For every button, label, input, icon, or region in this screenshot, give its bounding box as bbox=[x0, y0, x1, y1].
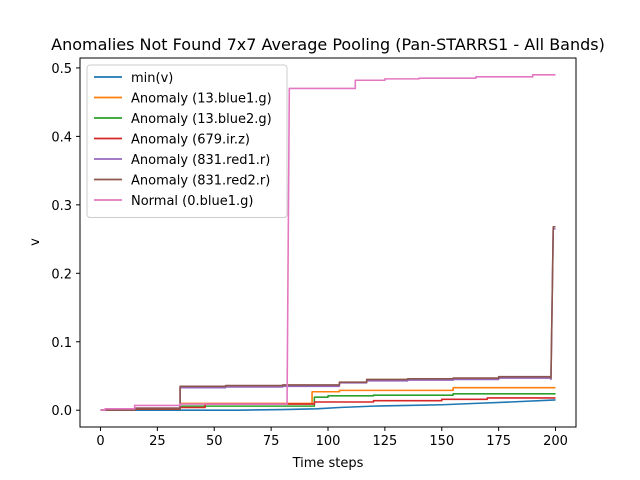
y-tick-label: 0.5 bbox=[51, 62, 72, 77]
legend-label: Anomaly (13.blue1.g) bbox=[131, 92, 272, 107]
x-tick-label: 150 bbox=[429, 434, 454, 449]
x-tick-label: 25 bbox=[149, 434, 166, 449]
x-tick-label: 200 bbox=[543, 434, 568, 449]
series-line-5 bbox=[100, 225, 556, 412]
legend-box bbox=[86, 64, 288, 218]
x-tick-label: 75 bbox=[263, 434, 280, 449]
y-tick-label: 0.1 bbox=[51, 336, 72, 351]
legend-label: Anomaly (831.red1.r) bbox=[131, 153, 270, 168]
y-tick-label: 0.0 bbox=[51, 404, 72, 419]
chart-title: Anomalies Not Found 7x7 Average Pooling … bbox=[51, 35, 605, 54]
x-tick-label: 125 bbox=[372, 434, 397, 449]
legend-label: Normal (0.blue1.g) bbox=[131, 194, 253, 209]
x-tick-label: 175 bbox=[486, 434, 511, 449]
legend-label: Anomaly (679.ir.z) bbox=[131, 133, 250, 148]
x-axis: 0 25 50 75 100 125 150 175 200 bbox=[96, 427, 568, 449]
y-tick-label: 0.3 bbox=[51, 199, 72, 214]
y-axis: 0.0 0.1 0.2 0.3 0.4 0.5 bbox=[51, 62, 80, 419]
legend-label: min(v) bbox=[131, 71, 173, 86]
legend-label: Anomaly (13.blue2.g) bbox=[131, 112, 272, 127]
y-tick-label: 0.4 bbox=[51, 130, 72, 145]
legend-label: Anomaly (831.red2.r) bbox=[131, 174, 270, 189]
x-axis-label: Time steps bbox=[292, 456, 364, 471]
x-tick-label: 0 bbox=[96, 434, 104, 449]
series-layer bbox=[100, 73, 556, 412]
legend: min(v) Anomaly (13.blue1.g) Anomaly (13.bl… bbox=[86, 64, 288, 218]
x-tick-label: 100 bbox=[316, 434, 341, 449]
x-tick-label: 50 bbox=[206, 434, 223, 449]
y-axis-label: v bbox=[28, 238, 43, 246]
y-tick-label: 0.2 bbox=[51, 267, 72, 282]
series-line-0 bbox=[100, 399, 556, 412]
series-line-6 bbox=[100, 73, 556, 412]
